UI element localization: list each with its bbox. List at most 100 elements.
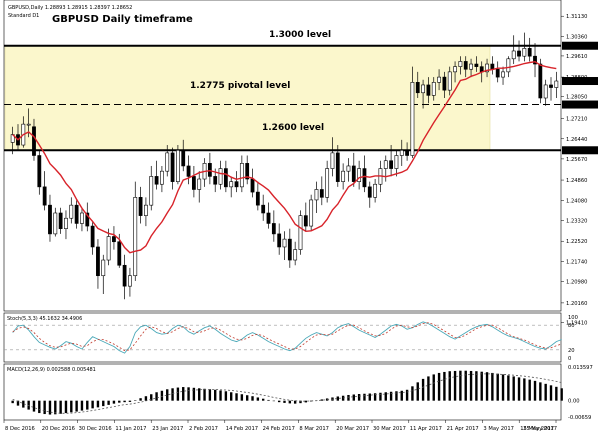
level-price-tag-text-1: 1.27750 — [565, 103, 586, 109]
candle-body — [326, 169, 329, 198]
x-axis-label: 11 Apr 2017 — [410, 426, 442, 432]
price-axis-label: 1.27210 — [566, 117, 587, 123]
x-axis-label: 20 Dec 2016 — [42, 426, 75, 432]
candle-body — [331, 153, 334, 169]
symbol-info: GBPUSD,Daily 1.28893 1.28915 1.28397 1.2… — [8, 5, 132, 11]
level-price-tag-text-0: 1.30000 — [565, 44, 586, 50]
price-axis-label: 1.24860 — [566, 178, 587, 184]
price-axis-label: 1.20160 — [566, 301, 587, 307]
candle-body — [187, 166, 190, 176]
macd-axis-label: 0.013597 — [568, 365, 593, 371]
candle-body — [304, 216, 307, 226]
candle-body — [523, 48, 526, 56]
level-annotation-1300: 1.3000 level — [269, 30, 331, 40]
candle-body — [496, 69, 499, 77]
candle-body — [80, 213, 83, 223]
candle-body — [112, 237, 115, 242]
candle-body — [374, 184, 377, 197]
x-axis-label: 20 Mar 2017 — [336, 426, 369, 432]
candle-body — [59, 213, 62, 229]
price-axis-label: 1.29610 — [566, 54, 587, 60]
candle-body — [32, 127, 35, 156]
candle-body — [251, 179, 254, 192]
current-price-tag-text: 1.28652 — [565, 79, 586, 85]
candle-body — [400, 150, 403, 155]
x-axis-label: 3 May 2017 — [483, 426, 514, 432]
candle-body — [528, 48, 531, 56]
x-axis-label: 30 Dec 2016 — [79, 426, 112, 432]
candle-body — [384, 161, 387, 169]
candle-body — [102, 260, 105, 276]
candle-body — [272, 223, 275, 233]
candle-body — [512, 51, 515, 59]
x-axis-label: 25 May 2017 — [523, 426, 557, 432]
candle-body — [256, 192, 259, 205]
candle-body — [38, 156, 41, 187]
candle-body — [352, 166, 355, 182]
candle-body — [555, 81, 558, 88]
macd-axis-label: 0.00 — [568, 399, 580, 405]
candle-body — [64, 218, 67, 228]
price-axis-label: 1.25670 — [566, 157, 587, 163]
candle-body — [219, 169, 222, 185]
price-axis-label: 1.26440 — [566, 137, 587, 143]
candle-body — [390, 161, 393, 169]
candle-body — [475, 64, 478, 67]
candle-body — [363, 169, 366, 187]
candle-body — [421, 85, 424, 93]
candle-body — [144, 205, 147, 215]
candle-body — [517, 51, 520, 56]
price-axis-label: 1.28050 — [566, 95, 587, 101]
candle-body — [310, 200, 313, 226]
candle-body — [43, 187, 46, 205]
candle-body — [182, 150, 185, 166]
candle-body — [75, 205, 78, 223]
candle-body — [267, 213, 270, 223]
price-axis-label: 1.21740 — [566, 260, 587, 266]
candle-body — [342, 171, 345, 181]
candle-body — [48, 205, 51, 234]
candle-body — [299, 216, 302, 250]
candle-body — [336, 153, 339, 182]
candle-body — [123, 265, 126, 286]
x-axis-label: 11 Jan 2017 — [115, 426, 146, 432]
candle-body — [128, 276, 131, 286]
x-axis-label: 23 Jan 2017 — [152, 426, 183, 432]
candle-body — [192, 176, 195, 189]
candle-body — [214, 176, 217, 184]
candle-body — [416, 82, 419, 92]
candle-body — [395, 156, 398, 169]
x-axis-label: 8 Mar 2017 — [299, 426, 329, 432]
stoch-label: Stoch(5,3,3) 45.1632 34.4906 — [7, 316, 82, 322]
candle-body — [544, 85, 547, 98]
candle-body — [240, 163, 243, 187]
candle-body — [294, 250, 297, 260]
x-axis-label: 2 Feb 2017 — [189, 426, 218, 432]
candle-body — [150, 176, 153, 205]
level-annotation-1260: 1.2600 level — [262, 123, 324, 133]
candle-body — [288, 239, 291, 260]
candle-body — [453, 67, 456, 72]
candle-body — [448, 72, 451, 90]
level-zone-shading — [5, 46, 490, 151]
candle-body — [230, 182, 233, 187]
level-price-tag-text-2: 1.26000 — [565, 148, 586, 154]
candle-body — [432, 82, 435, 95]
price-axis-label: 1.30360 — [566, 34, 587, 40]
chart-title: GBPUSD Daily timeframe — [52, 14, 193, 25]
price-axis-label: 1.20980 — [566, 279, 587, 285]
candle-body — [96, 247, 99, 276]
candle-body — [491, 64, 494, 69]
candle-body — [171, 153, 174, 182]
level-annotation-12775: 1.2775 pivotal level — [190, 81, 290, 91]
candle-body — [27, 124, 30, 125]
candle-body — [155, 176, 158, 184]
candle-body — [134, 197, 137, 275]
candle-body — [54, 213, 57, 234]
stoch-axis-label: 100 — [568, 315, 578, 321]
candle-body — [70, 205, 73, 218]
chart-subtitle: Standard D1 — [8, 13, 39, 19]
stoch-panel-frame — [4, 313, 561, 362]
candle-body — [166, 153, 169, 171]
